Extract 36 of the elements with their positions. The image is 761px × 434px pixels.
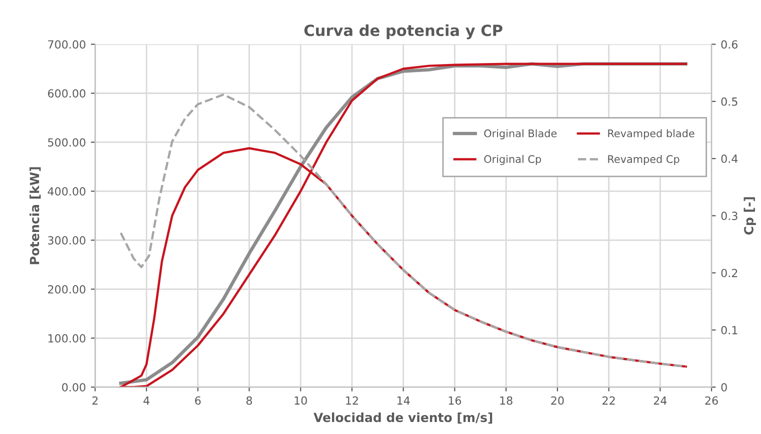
legend-label: Revamped Cp [608, 154, 680, 166]
legend-label: Original Cp [484, 154, 542, 166]
y2-tick-label: 0.4 [721, 154, 738, 163]
x-tick-label: 10 [294, 396, 307, 405]
x-tick-label: 16 [448, 396, 462, 405]
x-tick-label: 14 [397, 396, 410, 405]
y-tick-label: 200.00 [48, 285, 86, 294]
y-tick-label: 100.00 [48, 334, 86, 343]
x-tick-label: 4 [144, 396, 150, 405]
x-tick-label: 26 [705, 396, 718, 405]
y2-tick-label: 0.2 [721, 268, 738, 278]
x-tick-label: 6 [195, 396, 201, 405]
x-axis-title: Velocidad de viento [m/s] [314, 412, 492, 424]
y-tick-label: 700.00 [48, 40, 86, 49]
x-tick-label: 12 [346, 396, 358, 405]
legend-label: Revamped blade [608, 129, 694, 140]
x-tick-label: 22 [602, 396, 615, 405]
x-tick-label: 8 [246, 396, 252, 405]
y-tick-label: 300.00 [48, 236, 86, 245]
x-tick-label: 24 [654, 396, 667, 405]
y-axis-title: Potencia [kW] [30, 167, 41, 264]
x-tick-label: 20 [551, 396, 564, 405]
y-tick-label: 400.00 [48, 187, 86, 196]
y2-tick-label: 0.5 [721, 97, 738, 106]
x-tick-label: 18 [500, 396, 512, 405]
y2-tick-label: 0.1 [721, 326, 738, 334]
y2-tick-label: 0.6 [721, 40, 738, 49]
y-tick-label: 600.00 [48, 89, 86, 98]
y-tick-label: 500.00 [48, 138, 86, 147]
chart-title: Curva de potencia y CP [304, 24, 502, 40]
y-tick-label: 0.00 [62, 383, 86, 392]
y2-axis-title: Cp [-] [744, 197, 756, 235]
legend-label: Original Blade [484, 129, 557, 140]
y2-tick-label: 0.3 [721, 212, 738, 220]
x-tick-label: 2 [92, 396, 98, 405]
y2-tick-label: 0 [721, 383, 727, 392]
